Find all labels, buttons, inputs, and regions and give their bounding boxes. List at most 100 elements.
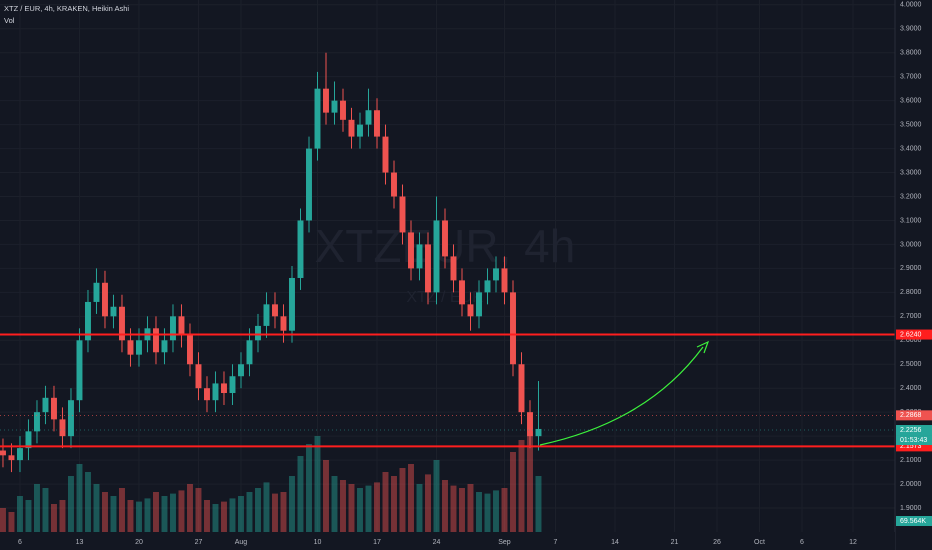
volume-bar bbox=[170, 493, 176, 532]
volume-bar bbox=[280, 492, 287, 532]
volume-bar bbox=[195, 488, 202, 532]
y-tick-label: 2.9000 bbox=[900, 265, 922, 272]
subtitle: Vol bbox=[4, 16, 15, 25]
volume-bar bbox=[476, 492, 482, 532]
candle-body bbox=[17, 448, 23, 461]
volume-bar bbox=[229, 498, 236, 532]
volume-bar bbox=[212, 504, 219, 532]
arrow bbox=[539, 346, 704, 446]
x-tick-label: 21 bbox=[671, 539, 679, 546]
volume-bar bbox=[484, 493, 491, 532]
volume-bar bbox=[263, 482, 270, 532]
candle-body bbox=[102, 282, 108, 317]
volume-bar bbox=[136, 501, 142, 532]
volume-bar bbox=[459, 488, 465, 532]
candle-body bbox=[493, 268, 499, 281]
volume-bar bbox=[374, 482, 380, 532]
volume-bar bbox=[246, 492, 253, 532]
volume-bar bbox=[510, 452, 516, 532]
candle-body bbox=[246, 340, 253, 365]
price-label: 2.1573 bbox=[900, 443, 922, 450]
volume-bar bbox=[85, 472, 91, 532]
candle-body bbox=[433, 220, 440, 293]
volume-bar bbox=[221, 501, 227, 532]
volume-bar bbox=[323, 460, 329, 532]
price-lines bbox=[0, 333, 895, 448]
candle-body bbox=[323, 88, 329, 113]
volume-bar bbox=[501, 488, 508, 532]
marker-box bbox=[896, 410, 932, 421]
y-tick-label: 3.4000 bbox=[900, 145, 922, 152]
candle-body bbox=[110, 306, 117, 317]
volume-bar bbox=[467, 484, 474, 532]
candle-body bbox=[119, 306, 125, 341]
candle-body bbox=[518, 364, 525, 413]
time-axis bbox=[0, 532, 895, 550]
candle-body bbox=[331, 100, 338, 113]
candle-body bbox=[348, 119, 355, 137]
y-tick-label: 2.1000 bbox=[900, 457, 922, 464]
x-tick-label: 27 bbox=[195, 539, 203, 546]
candle-body bbox=[51, 397, 57, 420]
volume-bar bbox=[399, 468, 406, 532]
volume-bar bbox=[272, 493, 278, 532]
volume-bar bbox=[331, 476, 338, 532]
volume-bar bbox=[42, 488, 49, 532]
candle-body bbox=[34, 412, 40, 432]
volume-bar bbox=[204, 500, 210, 532]
x-tick-label: 13 bbox=[76, 539, 84, 546]
candle-body bbox=[68, 400, 74, 437]
marker-label: 2.2256 bbox=[900, 427, 922, 434]
candle-body bbox=[399, 196, 406, 233]
x-tick-label: 6 bbox=[18, 539, 22, 546]
marker-box bbox=[896, 425, 932, 436]
candle-body bbox=[382, 136, 389, 173]
volume-bar bbox=[102, 492, 108, 532]
volume-bar bbox=[34, 484, 40, 532]
x-tick-label: 20 bbox=[135, 539, 143, 546]
y-tick-label: 3.7000 bbox=[900, 74, 922, 81]
y-tick-label: 2.4000 bbox=[900, 385, 922, 392]
candle-body bbox=[450, 256, 457, 281]
marker-label: 2.2868 bbox=[900, 412, 922, 419]
candle-body bbox=[484, 280, 491, 293]
candle-body bbox=[8, 455, 15, 461]
watermark-sub: XTZ / EUR bbox=[406, 289, 483, 306]
y-tick-label: 3.9000 bbox=[900, 26, 922, 33]
candles bbox=[0, 52, 542, 473]
y-tick-label: 2.7000 bbox=[900, 313, 922, 320]
candle-body bbox=[314, 88, 321, 149]
candle-body bbox=[365, 110, 372, 125]
volume-bar bbox=[187, 484, 193, 532]
volume-bar bbox=[450, 485, 457, 532]
candle-body bbox=[170, 316, 176, 341]
volume-bar bbox=[68, 476, 74, 532]
volume-bar bbox=[306, 444, 312, 532]
volume-bar bbox=[0, 508, 6, 532]
volume-label: 69.564K bbox=[900, 518, 926, 525]
candle-body bbox=[255, 325, 261, 341]
x-tick-label: 17 bbox=[373, 539, 381, 546]
volume-bar bbox=[178, 490, 185, 532]
candle-body bbox=[178, 316, 185, 336]
candle-body bbox=[85, 301, 91, 341]
candle-body bbox=[535, 428, 542, 437]
x-tick-label: 7 bbox=[554, 539, 558, 546]
y-tick-label: 2.5000 bbox=[900, 361, 922, 368]
y-tick-label: 4.0000 bbox=[900, 2, 922, 9]
y-tick-label: 3.6000 bbox=[900, 97, 922, 104]
x-tick-label: Sep bbox=[498, 539, 511, 546]
volume-label-box bbox=[896, 516, 932, 526]
y-tick-label: 3.5000 bbox=[900, 121, 922, 128]
y-tick-label: 2.0000 bbox=[900, 481, 922, 488]
candle-body bbox=[0, 450, 6, 456]
volume-bar bbox=[314, 436, 321, 532]
candle-body bbox=[467, 304, 474, 317]
volume-bar bbox=[25, 500, 32, 532]
candle-body bbox=[527, 412, 533, 437]
volume-bar bbox=[289, 476, 295, 532]
candle-body bbox=[153, 328, 159, 353]
countdown-box bbox=[896, 435, 932, 446]
candle-body bbox=[195, 364, 202, 389]
